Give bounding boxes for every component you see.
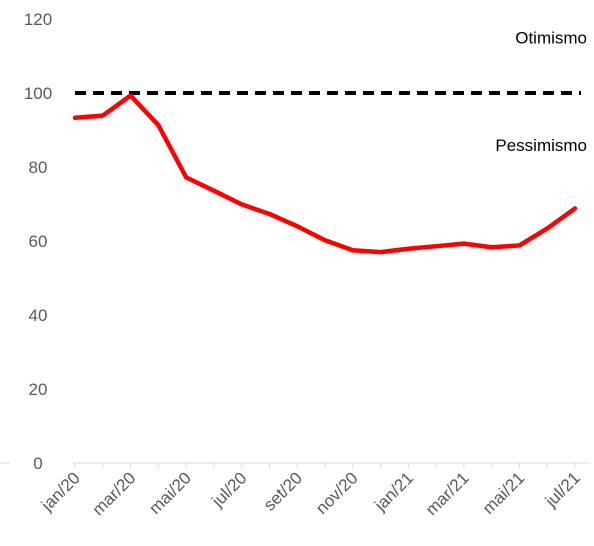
annotation-label: Otimismo bbox=[515, 29, 587, 48]
x-axis: jan/20 mar/20 mai/20 jul/20 set/20 nov/20 jan/… bbox=[0, 462, 590, 519]
y-axis-ticks: 0 20 40 60 80 100 120 bbox=[24, 10, 52, 473]
x-tick-label: mar/20 bbox=[89, 468, 140, 519]
x-tick-label: mai/20 bbox=[145, 468, 195, 518]
x-tick-label: jul/21 bbox=[541, 468, 584, 511]
y-tick-label: 100 bbox=[24, 84, 52, 103]
y-tick-label: 0 bbox=[33, 454, 42, 473]
x-tick-label: jan/20 bbox=[37, 468, 84, 515]
y-tick-label: 60 bbox=[29, 232, 48, 251]
x-tick-label: jul/20 bbox=[208, 468, 251, 511]
x-tick-label: set/20 bbox=[260, 468, 306, 514]
annotation-label: Pessimismo bbox=[495, 136, 587, 155]
x-tick-label: mai/21 bbox=[479, 468, 529, 518]
y-tick-label: 20 bbox=[29, 380, 48, 399]
x-tick-label: jan/21 bbox=[370, 468, 417, 515]
y-tick-label: 40 bbox=[29, 306, 48, 325]
y-tick-label: 80 bbox=[29, 158, 48, 177]
annotations: Otimismo Pessimismo bbox=[495, 29, 587, 155]
y-tick-label: 120 bbox=[24, 10, 52, 29]
x-tick-label: nov/20 bbox=[312, 468, 362, 518]
series-lines bbox=[72, 93, 578, 255]
x-tick-label: mar/21 bbox=[422, 468, 473, 519]
series-line bbox=[72, 93, 578, 255]
